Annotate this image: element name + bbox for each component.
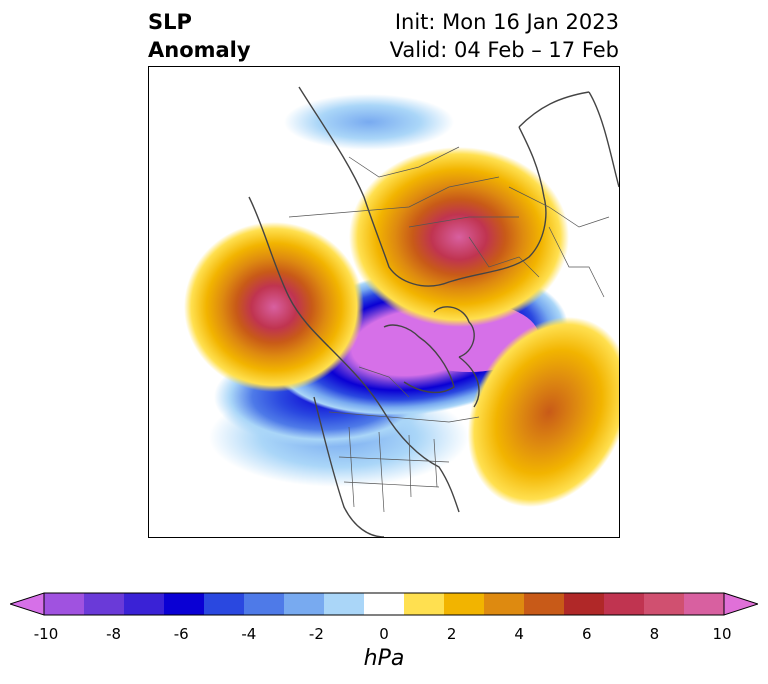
colorbar-tick-label: 6 [582,625,592,643]
anomaly-atlantic-high [467,316,619,508]
title-left: SLP Anomaly [148,8,251,64]
colorbar-bin [204,593,245,615]
colorbar-bin [44,593,85,615]
title-variable-sub: Anomaly [148,38,251,62]
colorbar [10,592,758,616]
colorbar-extend-max [723,592,758,616]
colorbar-bin [164,593,205,615]
colorbar-tick-label: 4 [514,625,524,643]
colorbar-bin [524,593,565,615]
valid-range: Valid: 04 Feb – 17 Feb [389,38,619,62]
colorbar-unit-label: hPa [363,646,405,671]
colorbar-extend-min [10,592,45,616]
colorbar-tick-label: -10 [33,625,59,643]
colorbar-tick-label: -6 [173,625,189,643]
colorbar-bin [684,593,725,615]
colorbar-bin [404,593,445,615]
colorbar-tick-label: -2 [308,625,324,643]
map-panel [148,66,620,538]
colorbar-frame [43,592,725,616]
init-date: Init: Mon 16 Jan 2023 [394,10,619,34]
colorbar-bin [364,593,405,615]
colorbar-bin [324,593,365,615]
colorbar-bin [444,593,485,615]
anomaly-europe-high [349,147,569,327]
colorbar-tick-label: -8 [106,625,122,643]
title-right: Init: Mon 16 Jan 2023 Valid: 04 Feb – 17… [390,8,619,64]
colorbar-tick-label: -4 [241,625,257,643]
colorbar-tick-label: 2 [446,625,457,643]
anomaly-pacific-high [184,222,364,392]
anomaly-map [184,86,619,537]
coastlines [248,86,619,537]
colorbar-bin [564,593,605,615]
anomaly-east-asia-low [284,94,454,150]
colorbar-bin [484,593,525,615]
colorbar-bin [84,593,125,615]
colorbar-bin [244,593,285,615]
title-variable: SLP [148,10,192,34]
colorbar-bin [604,593,645,615]
colorbar-bin [644,593,685,615]
colorbar-tick-label: 0 [379,625,389,643]
colorbar-tick-label: 8 [649,625,660,643]
colorbar-bin [124,593,165,615]
colorbar-bin [284,593,325,615]
colorbar-tick-label: 10 [712,625,732,643]
political-borders [288,146,610,513]
